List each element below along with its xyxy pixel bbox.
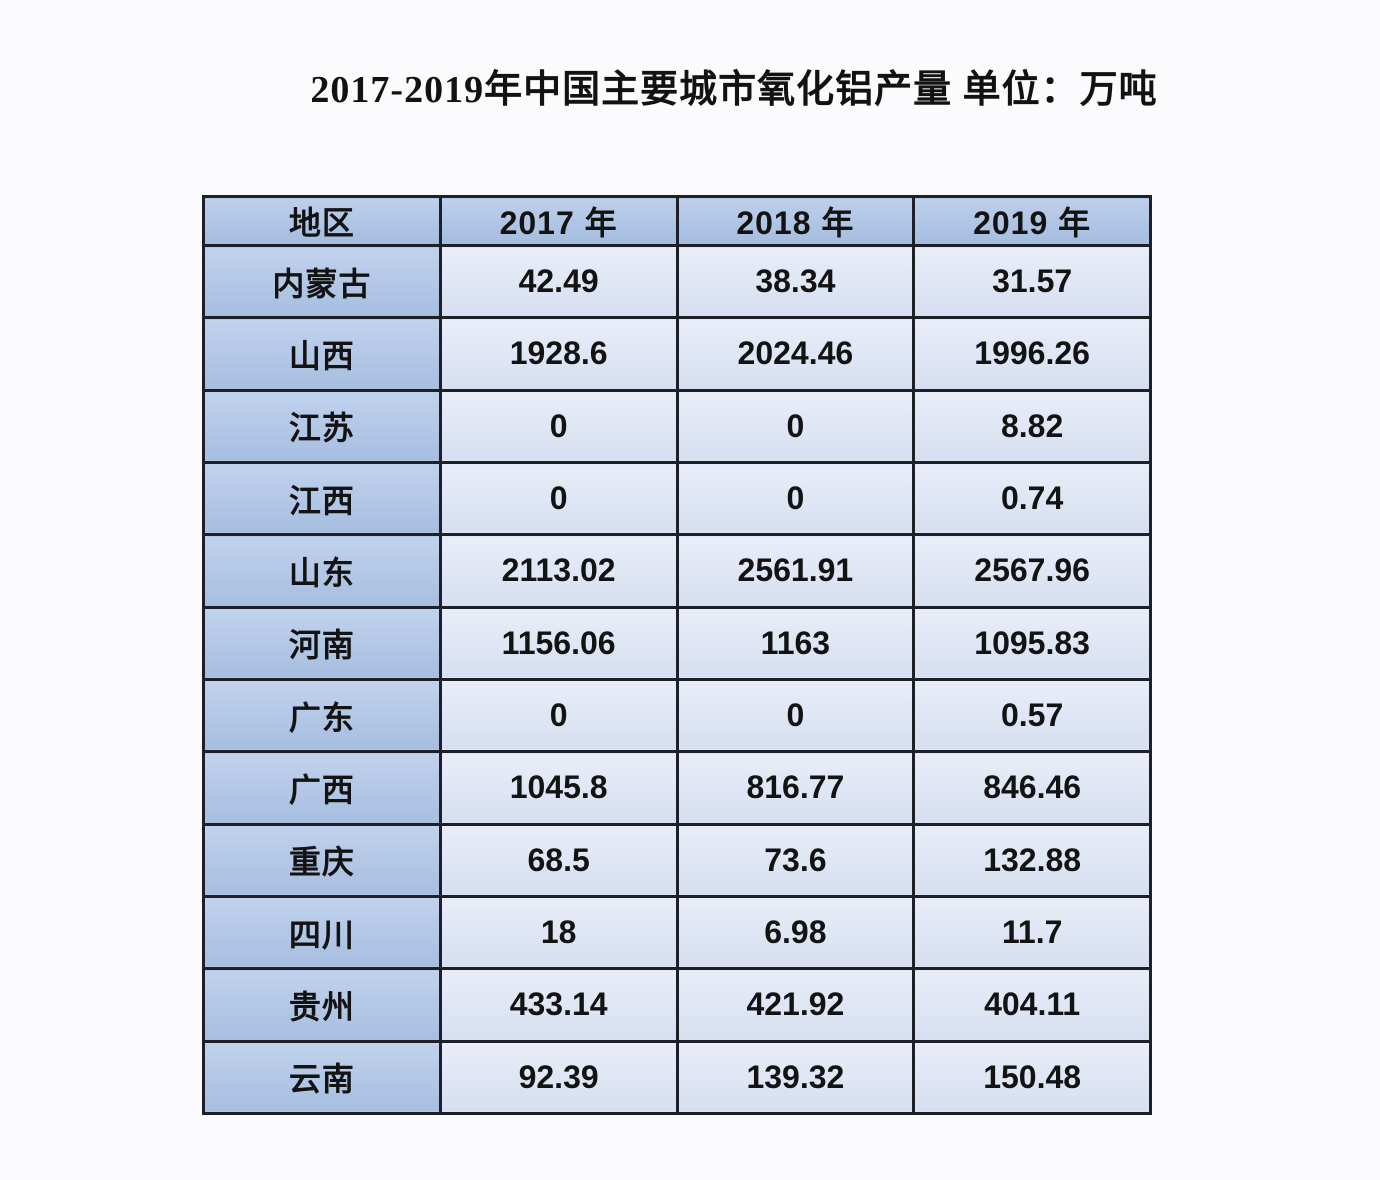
region-cell: 山西 <box>202 316 442 392</box>
table-row: 贵州 433.14 421.92 404.11 <box>202 967 1152 1043</box>
table-row: 广东 0 0 0.57 <box>202 677 1152 754</box>
year-column-header: 2017 年 <box>438 195 679 247</box>
value-cell: 421.92 <box>675 967 916 1043</box>
region-cell: 四川 <box>202 894 442 971</box>
region-cell: 贵州 <box>202 967 442 1043</box>
header-row: 地区 2017 年 2018 年 2019 年 <box>202 195 1152 247</box>
value-cell: 132.88 <box>912 822 1152 898</box>
year-column-header: 2018 年 <box>675 195 916 247</box>
value-cell: 8.82 <box>912 388 1152 464</box>
value-cell: 1163 <box>675 605 916 681</box>
value-cell: 846.46 <box>912 750 1152 826</box>
value-cell: 0 <box>438 677 679 754</box>
value-cell: 42.49 <box>438 243 679 320</box>
year-column-header: 2019 年 <box>912 195 1152 247</box>
value-cell: 1996.26 <box>912 316 1152 392</box>
region-cell: 江苏 <box>202 388 442 464</box>
value-cell: 2113.02 <box>438 533 679 609</box>
alumina-production-table: 地区 2017 年 2018 年 2019 年 内蒙古 42.49 38.34 31.57 山… <box>202 195 1152 1116</box>
region-cell: 河南 <box>202 605 442 681</box>
value-cell: 38.34 <box>675 243 916 320</box>
value-cell: 0.57 <box>912 677 1152 754</box>
value-cell: 1928.6 <box>438 316 679 392</box>
value-cell: 1156.06 <box>438 605 679 681</box>
value-cell: 816.77 <box>675 750 916 826</box>
table-row: 广西 1045.8 816.77 846.46 <box>202 750 1152 826</box>
value-cell: 2561.91 <box>675 533 916 609</box>
region-cell: 江西 <box>202 460 442 537</box>
table-row: 江西 0 0 0.74 <box>202 460 1152 537</box>
value-cell: 68.5 <box>438 822 679 898</box>
value-cell: 1045.8 <box>438 750 679 826</box>
table-row: 河南 1156.06 1163 1095.83 <box>202 605 1152 681</box>
value-cell: 18 <box>438 894 679 971</box>
table-row: 重庆 68.5 73.6 132.88 <box>202 822 1152 898</box>
value-cell: 11.7 <box>912 894 1152 971</box>
region-cell: 山东 <box>202 533 442 609</box>
table-row: 四川 18 6.98 11.7 <box>202 894 1152 971</box>
value-cell: 0 <box>675 677 916 754</box>
value-cell: 31.57 <box>912 243 1152 320</box>
value-cell: 6.98 <box>675 894 916 971</box>
value-cell: 404.11 <box>912 967 1152 1043</box>
page-title: 2017-2019年中国主要城市氧化铝产量 单位：万吨 <box>310 69 1158 111</box>
value-cell: 0 <box>438 388 679 464</box>
value-cell: 1095.83 <box>912 605 1152 681</box>
value-cell: 2567.96 <box>912 533 1152 609</box>
value-cell: 0 <box>675 388 916 464</box>
value-cell: 150.48 <box>912 1039 1152 1116</box>
value-cell: 139.32 <box>675 1039 916 1116</box>
table-row: 山西 1928.6 2024.46 1996.26 <box>202 316 1152 392</box>
value-cell: 92.39 <box>438 1039 679 1116</box>
value-cell: 2024.46 <box>675 316 916 392</box>
table-header: 地区 2017 年 2018 年 2019 年 <box>202 195 1152 247</box>
value-cell: 0 <box>438 460 679 537</box>
region-cell: 重庆 <box>202 822 442 898</box>
value-cell: 73.6 <box>675 822 916 898</box>
table-row: 内蒙古 42.49 38.34 31.57 <box>202 243 1152 320</box>
value-cell: 0.74 <box>912 460 1152 537</box>
value-cell: 433.14 <box>438 967 679 1043</box>
value-cell: 0 <box>675 460 916 537</box>
region-cell: 内蒙古 <box>202 243 442 320</box>
region-cell: 广西 <box>202 750 442 826</box>
table-row: 云南 92.39 139.32 150.48 <box>202 1039 1152 1116</box>
region-cell: 云南 <box>202 1039 442 1116</box>
table-body: 内蒙古 42.49 38.34 31.57 山西 1928.6 2024.46 1996.26… <box>202 243 1152 1116</box>
table-row: 江苏 0 0 8.82 <box>202 388 1152 464</box>
region-cell: 广东 <box>202 677 442 754</box>
region-column-header: 地区 <box>202 195 442 247</box>
table-row: 山东 2113.02 2561.91 2567.96 <box>202 533 1152 609</box>
